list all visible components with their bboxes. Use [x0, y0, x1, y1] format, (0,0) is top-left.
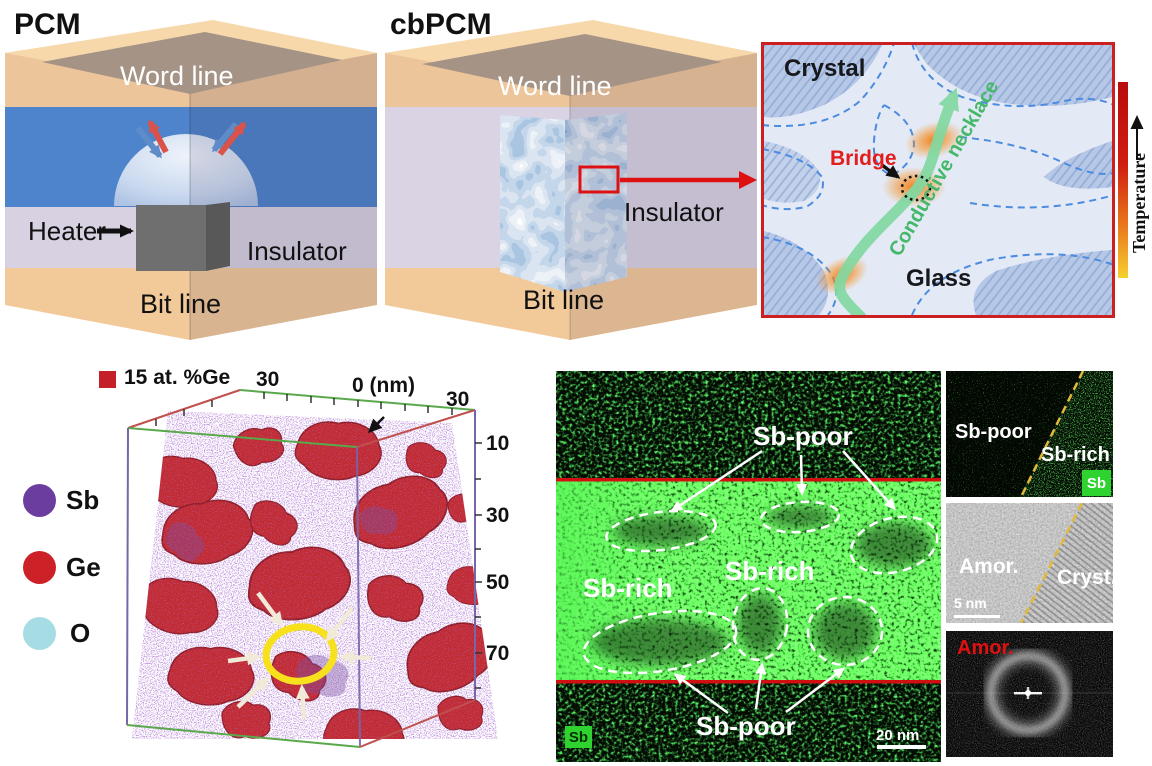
- bridge-circle: [900, 174, 932, 202]
- pcm-word-line-label: Word line: [120, 61, 234, 91]
- legend-label-sb: Sb: [66, 485, 100, 515]
- amorphous-crystal-boundary-line: [1019, 503, 1084, 623]
- legend-label-ge: Ge: [66, 552, 101, 582]
- ring-pointer-arrows-icon: [227, 591, 372, 720]
- eds-sb-poor-top-label: Sb-poor: [753, 421, 853, 451]
- isosurface-legend-swatch: [99, 371, 116, 388]
- hr-sb-element-badge: Sb: [1082, 470, 1111, 496]
- pcm-cube-drawing: [5, 20, 377, 340]
- axis-label-top-center: 0 (nm): [352, 374, 415, 397]
- fft-panel: Amor.: [946, 631, 1113, 757]
- axis-tick-30: 30: [486, 504, 510, 527]
- tem-scale-label: 5 nm: [954, 595, 987, 611]
- eds-element-badge: Sb: [565, 726, 592, 748]
- eds-scale-label: 20 nm: [876, 727, 920, 744]
- eds-sb-rich-center-label: Sb-rich: [725, 556, 815, 586]
- isosurface-legend-label: 15 at. %Ge: [124, 366, 231, 389]
- legend-swatch-sb: [23, 484, 56, 517]
- eds-sb-map-panel: Sb-poor Sb-rich Sb-rich Sb-poor Sb 20 nm: [556, 371, 941, 762]
- fft-amorphous-label: Amor.: [957, 637, 1014, 659]
- tem-crystalline-label: Cryst.: [1057, 566, 1113, 589]
- eds-sb-poor-bottom-label: Sb-poor: [696, 711, 796, 741]
- apt-3d-panel: 15 at. %Ge 30 0 (nm) 30 10 30 50 70 Sb G…: [0, 355, 550, 766]
- eds-sb-rich-left-label: Sb-rich: [583, 573, 673, 603]
- feature-pointer-arrow-icon: [367, 416, 385, 434]
- hr-sb-map-panel: Sb-poor Sb-rich Sb: [946, 371, 1113, 497]
- conductive-path-arrow-icon: [834, 87, 959, 315]
- pcm-insulator-label: Insulator: [247, 236, 347, 266]
- hr-sb-rich-label: Sb-rich: [1041, 444, 1110, 466]
- temperature-arrow-icon: [1130, 115, 1144, 160]
- zoom-region-box: [578, 165, 620, 194]
- phase-boundary-contours: [764, 45, 1112, 315]
- cbpcm-schematic-panel: cbPCM Word line Insulator Bit line: [380, 0, 760, 348]
- apt-3d-drawing: [126, 389, 498, 748]
- center-beam: [1014, 687, 1042, 699]
- temperature-colorbar: [1118, 82, 1128, 278]
- annotation-arrows-icon: [670, 449, 897, 715]
- microstructure-inset-panel: Crystal Bridge Conductive necklace Glass: [761, 42, 1115, 318]
- cbpcm-title: cbPCM: [390, 8, 492, 41]
- temperature-label: Temperature: [1129, 153, 1149, 253]
- highlight-ring: [262, 623, 338, 685]
- scale-bar: [954, 615, 1000, 618]
- composite-pcm-pillar: [500, 113, 627, 292]
- phase-boundary-dashed-line: [1019, 371, 1085, 497]
- atom-cloud: [132, 411, 498, 739]
- bounding-box: [126, 389, 476, 748]
- cbpcm-word-line-label: Word line: [498, 71, 612, 101]
- crystal-patches: [764, 45, 1112, 315]
- axis-tick-10: 10: [486, 432, 510, 455]
- pcm-schematic-panel: PCM Word line Heater Insulator Bit line: [0, 0, 380, 348]
- bridge-label: Bridge: [830, 147, 897, 170]
- bridge-pointer-arrow-icon: [880, 163, 901, 179]
- fft-drawing: [946, 631, 1113, 757]
- heat-flow-arrows-icon: [135, 119, 247, 159]
- crystal-label: Crystal: [784, 55, 866, 82]
- cbpcm-cube-drawing: [385, 20, 757, 340]
- microstructure-drawing: [764, 45, 1112, 315]
- scale-bar: [877, 745, 926, 749]
- hrtem-panel: Amor. Cryst. 5 nm: [946, 503, 1113, 623]
- eds-map-drawing: [556, 371, 941, 762]
- legend-label-o: O: [70, 618, 91, 648]
- sb-poor-dark-patches: [592, 506, 932, 665]
- legend-swatch-o: [23, 617, 56, 650]
- word-line-face: [422, 34, 722, 96]
- axis-ticks: [155, 392, 482, 689]
- axis-label-top-left: 30: [256, 368, 280, 391]
- pcm-bit-line-label: Bit line: [140, 289, 222, 319]
- heater-pillar: [136, 202, 230, 271]
- layer-boundary-line-top: [556, 478, 941, 482]
- glass-label: Glass: [906, 265, 972, 292]
- legend-swatch-ge: [23, 551, 56, 584]
- axis-tick-50: 50: [486, 571, 510, 594]
- hr-sb-poor-label: Sb-poor: [955, 421, 1032, 443]
- pcm-title: PCM: [14, 8, 81, 41]
- axis-label-top-right: 30: [446, 388, 470, 411]
- hrtem-drawing: [946, 503, 1113, 623]
- tem-amorphous-label: Amor.: [959, 555, 1019, 578]
- word-line-face: [42, 32, 342, 94]
- cbpcm-insulator-label: Insulator: [624, 197, 724, 227]
- cbpcm-bit-line-label: Bit line: [523, 285, 605, 315]
- axis-tick-70: 70: [486, 642, 510, 665]
- layer-boundary-line-bottom: [556, 680, 941, 684]
- pcm-heater-label: Heater: [28, 216, 107, 246]
